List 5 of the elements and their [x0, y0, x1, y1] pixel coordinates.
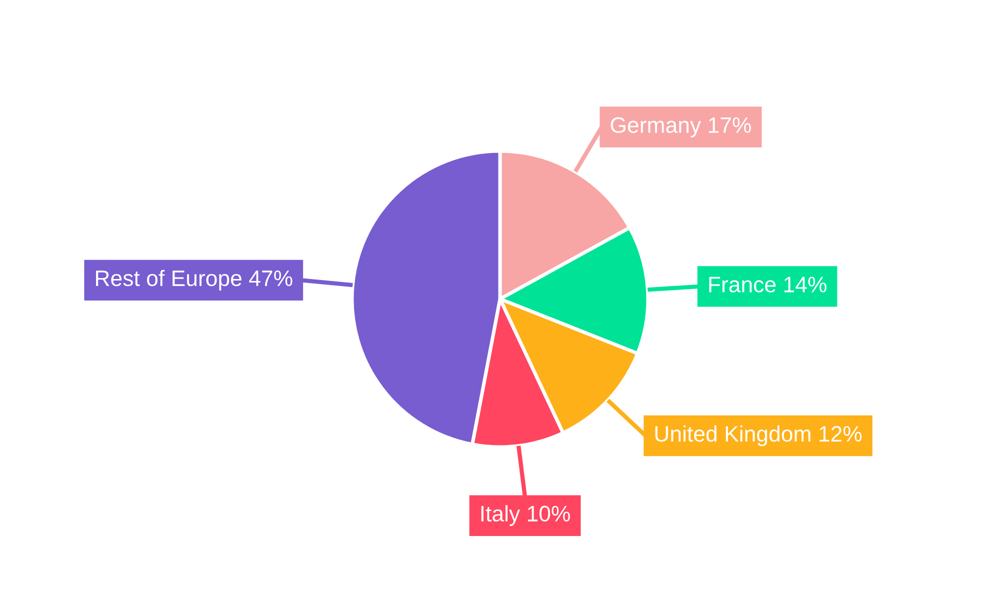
slice-label: France 14% — [709, 276, 826, 292]
slice-label: Rest of Europe 47% — [96, 270, 292, 291]
slice-label: United Kingdom 12% — [655, 425, 862, 446]
slice-label: Germany 17% — [610, 117, 751, 138]
slice-label: Italy 10% — [481, 505, 570, 526]
